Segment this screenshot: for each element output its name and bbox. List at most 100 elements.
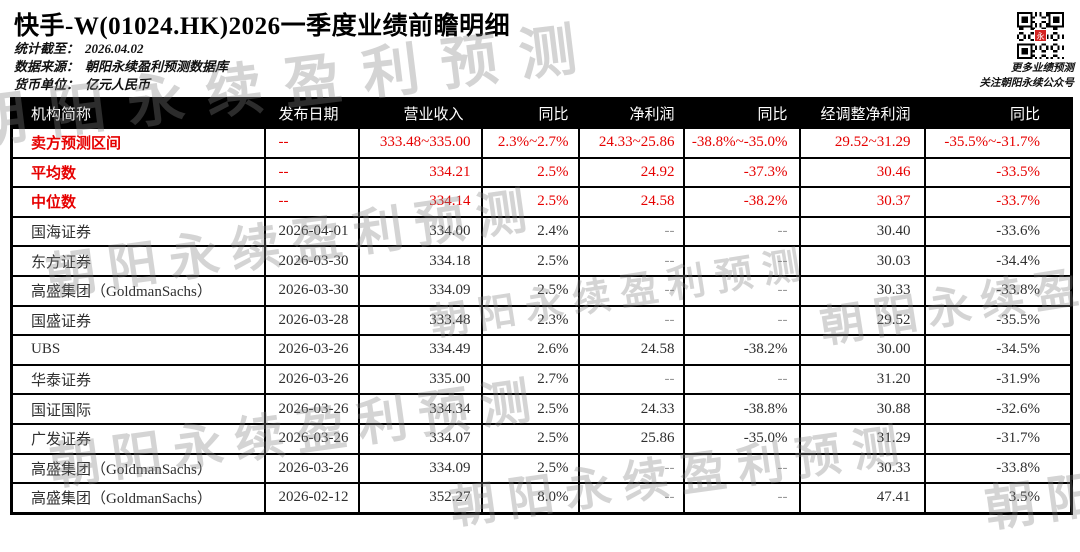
table-row: 国证国际 2026-03-26 334.34 2.5% 24.33 -38.8% 30.88…: [10, 393, 1073, 425]
table-body: 卖方预测区间 -- 333.48~335.00 2.3%~2.7% 24.33~25.8…: [10, 127, 1073, 515]
cell-adj-net-profit-yoy: -35.5%~-31.7%: [923, 127, 1073, 159]
cell-adj-net-profit-yoy: -35.5%: [923, 304, 1073, 337]
cell-net-profit-yoy: -38.8%~-35.0%: [682, 127, 801, 159]
cell-publish-date: 2026-03-30: [263, 245, 360, 277]
meta-label: 货币单位：: [14, 77, 80, 92]
cell-revenue: 352.27: [357, 482, 483, 515]
table-row: 广发证券 2026-03-26 334.07 2.5% 25.86 -35.0% 31.29…: [10, 422, 1073, 455]
cell-revenue: 334.18: [357, 245, 483, 277]
cell-revenue-yoy: 2.5%: [480, 452, 580, 485]
cell-publish-date: 2026-03-26: [263, 422, 360, 455]
cell-adj-net-profit-yoy: -31.9%: [923, 363, 1073, 396]
cell-net-profit: --: [577, 245, 685, 277]
col-header-institution: 机构简称: [10, 97, 266, 129]
cell-net-profit: 24.92: [577, 156, 685, 189]
cell-net-profit-yoy: -38.2%: [682, 334, 801, 366]
cell-publish-date: 2026-03-26: [263, 363, 360, 396]
table-row: 国盛证券 2026-03-28 333.48 2.3% -- -- 29.52 -35.5%: [10, 304, 1073, 337]
cell-adj-net-profit: 47.41: [798, 482, 926, 515]
cell-publish-date: 2026-03-28: [263, 304, 360, 337]
cell-net-profit: --: [577, 304, 685, 337]
cell-publish-date: 2026-02-12: [263, 482, 360, 515]
cell-revenue-yoy: 2.5%: [480, 274, 580, 307]
cell-net-profit-yoy: -38.8%: [682, 393, 801, 425]
cell-revenue: 334.14: [357, 186, 483, 218]
cell-adj-net-profit: 30.33: [798, 274, 926, 307]
cell-net-profit-yoy: --: [682, 215, 801, 248]
cell-adj-net-profit: 30.40: [798, 215, 926, 248]
cell-net-profit-yoy: -35.0%: [682, 422, 801, 455]
cell-revenue-yoy: 2.6%: [480, 334, 580, 366]
cell-net-profit: 25.86: [577, 422, 685, 455]
meta-stat-date: 统计截至： 2026.04.02: [14, 40, 228, 58]
cell-institution: 国海证券: [10, 215, 266, 248]
col-header-net-profit: 净利润: [577, 97, 685, 129]
cell-revenue-yoy: 2.5%: [480, 393, 580, 425]
cell-publish-date: 2026-04-01: [263, 215, 360, 248]
cell-adj-net-profit: 29.52: [798, 304, 926, 337]
cell-net-profit-yoy: --: [682, 482, 801, 515]
meta-value: 2026.04.02: [85, 41, 144, 56]
cell-revenue: 334.34: [357, 393, 483, 425]
cell-net-profit: --: [577, 363, 685, 396]
cell-institution: 高盛集团（GoldmanSachs）: [10, 452, 266, 485]
cell-publish-date: --: [263, 156, 360, 189]
col-header-publish-date: 发布日期: [263, 97, 360, 129]
cell-publish-date: --: [263, 127, 360, 159]
table-row: 卖方预测区间 -- 333.48~335.00 2.3%~2.7% 24.33~25.8…: [10, 127, 1073, 159]
cell-revenue: 333.48~335.00: [357, 127, 483, 159]
meta-label: 数据来源：: [14, 59, 80, 74]
cell-institution: 国盛证券: [10, 304, 266, 337]
cell-adj-net-profit-yoy: -32.6%: [923, 393, 1073, 425]
cell-adj-net-profit: 30.00: [798, 334, 926, 366]
meta-data-source: 数据来源： 朝阳永续盈利预测数据库: [14, 58, 228, 76]
cell-revenue: 334.07: [357, 422, 483, 455]
qr-block: 永 更多业绩预测 关注朝阳永续公众号: [954, 12, 1074, 91]
cell-revenue-yoy: 2.7%: [480, 363, 580, 396]
svg-text:永: 永: [1036, 31, 1044, 41]
cell-adj-net-profit-yoy: -34.4%: [923, 245, 1073, 277]
meta-value: 朝阳永续盈利预测数据库: [85, 59, 229, 74]
cell-net-profit: --: [577, 482, 685, 515]
cell-institution: UBS: [10, 334, 266, 366]
cell-adj-net-profit: 29.52~31.29: [798, 127, 926, 159]
cell-adj-net-profit: 30.33: [798, 452, 926, 485]
table-row: 高盛集团（GoldmanSachs） 2026-02-12 352.27 8.0% --…: [10, 482, 1073, 515]
table-row: 东方证券 2026-03-30 334.18 2.5% -- -- 30.03 -34.4%: [10, 245, 1073, 277]
cell-adj-net-profit: 30.37: [798, 186, 926, 218]
table-row: 中位数 -- 334.14 2.5% 24.58 -38.2% 30.37 -33.7%: [10, 186, 1073, 218]
table-row: 华泰证券 2026-03-26 335.00 2.7% -- -- 31.20 -31.9%: [10, 363, 1073, 396]
cell-net-profit-yoy: -38.2%: [682, 186, 801, 218]
col-header-adj-net-profit: 经调整净利润: [798, 97, 926, 129]
cell-adj-net-profit-yoy: 3.5%: [923, 482, 1073, 515]
cell-adj-net-profit-yoy: -33.5%: [923, 156, 1073, 189]
cell-adj-net-profit: 30.46: [798, 156, 926, 189]
cell-net-profit: 24.33~25.86: [577, 127, 685, 159]
cell-institution: 东方证券: [10, 245, 266, 277]
col-header-revenue-yoy: 同比: [480, 97, 580, 129]
cell-net-profit: --: [577, 452, 685, 485]
cell-adj-net-profit-yoy: -34.5%: [923, 334, 1073, 366]
cell-net-profit-yoy: --: [682, 274, 801, 307]
cell-institution: 华泰证券: [10, 363, 266, 396]
cell-institution: 国证国际: [10, 393, 266, 425]
cell-adj-net-profit: 30.88: [798, 393, 926, 425]
qr-caption-1: 更多业绩预测: [1011, 63, 1074, 74]
forecast-table: 机构简称 发布日期 营业收入 同比 净利润 同比 经调整净利润 同比 卖方预测区间 -- 333.…: [10, 97, 1073, 515]
cell-net-profit-yoy: --: [682, 245, 801, 277]
page-title: 快手-W(01024.HK)2026一季度业绩前瞻明细: [14, 13, 511, 40]
meta-currency-unit: 货币单位： 亿元人民币: [14, 76, 228, 94]
cell-revenue: 334.00: [357, 215, 483, 248]
cell-net-profit-yoy: --: [682, 304, 801, 337]
cell-institution: 卖方预测区间: [10, 127, 266, 159]
col-header-revenue: 营业收入: [357, 97, 483, 129]
cell-revenue-yoy: 2.4%: [480, 215, 580, 248]
table-row: 平均数 -- 334.21 2.5% 24.92 -37.3% 30.46 -33.5%: [10, 156, 1073, 189]
cell-revenue: 335.00: [357, 363, 483, 396]
cell-revenue: 334.49: [357, 334, 483, 366]
table-header: 机构简称 发布日期 营业收入 同比 净利润 同比 经调整净利润 同比: [10, 97, 1073, 129]
table-row: 高盛集团（GoldmanSachs） 2026-03-30 334.09 2.5% --…: [10, 274, 1073, 307]
cell-publish-date: 2026-03-26: [263, 452, 360, 485]
qr-caption-2: 关注朝阳永续公众号: [979, 78, 1075, 89]
